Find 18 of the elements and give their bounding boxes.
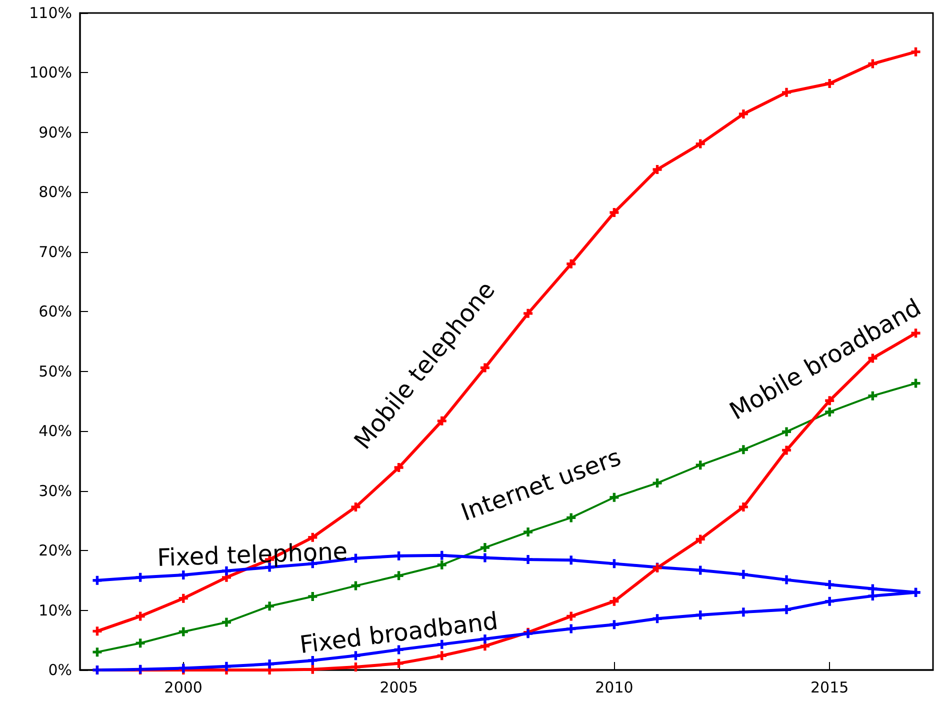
x-tick-label: 2000 [164,678,202,696]
text: Fixed broadband [298,606,500,660]
series-label: Fixed telephone [156,537,348,572]
y-tick-label: 40% [38,422,72,440]
y-tick-label: 70% [38,242,72,261]
y-tick-label: 30% [38,482,72,500]
y-tick-label: 10% [38,601,72,620]
y-tick-label: 90% [38,123,72,142]
x-tick-label: 2005 [380,678,418,696]
y-tick-label: 50% [38,362,72,380]
y-tick-label: 100% [29,64,72,82]
y-tick-label: 110% [29,4,72,22]
y-tick-label: 60% [38,302,72,321]
x-tick-label: 2015 [810,678,849,696]
y-tick-label: 20% [38,542,72,560]
x-tick-label: 2010 [595,678,634,696]
y-tick-label: 80% [38,183,72,202]
y-tick-label: 0% [48,661,72,679]
